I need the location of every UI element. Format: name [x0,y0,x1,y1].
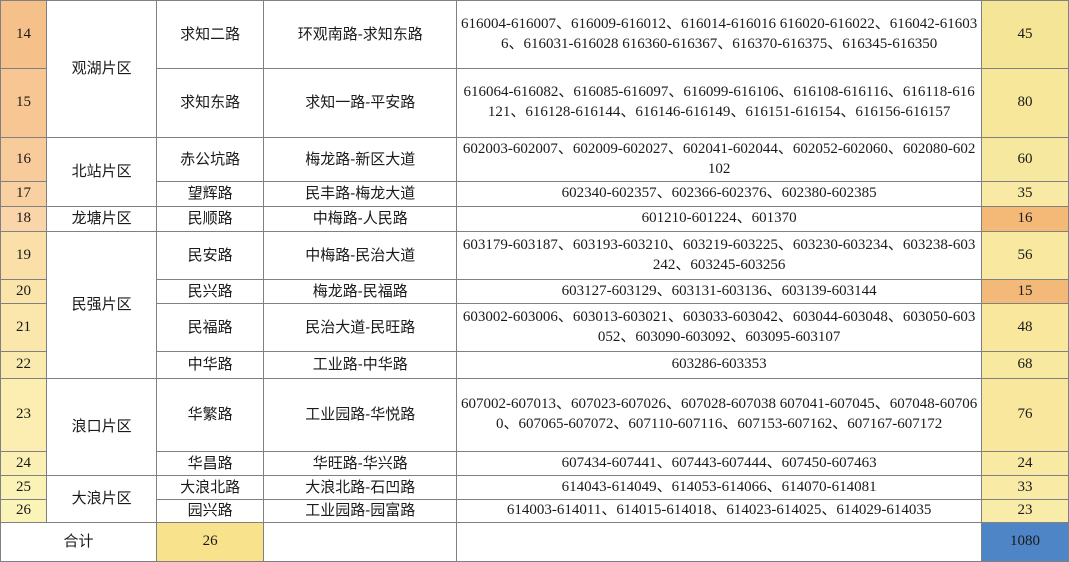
count-cell: 24 [980,451,1069,476]
number-ranges-cell: 616004-616007、616009-616012、616014-61601… [456,0,982,69]
road-name-cell: 望辉路 [156,181,265,207]
row-index-cell: 16 [0,137,48,182]
road-name-cell: 园兴路 [156,499,265,523]
road-segment-cell: 中梅路-民治大道 [263,231,458,280]
count-cell: 80 [980,68,1069,138]
row-index-cell: 20 [0,279,48,304]
count-cell: 60 [980,137,1069,182]
table-row: 17 望辉路 民丰路-梅龙大道 602340-602357、602366-602376… [0,181,1069,207]
total-numbers-cell [456,522,982,562]
road-segment-cell: 梅龙路-新区大道 [263,137,458,182]
count-cell: 23 [980,499,1069,523]
number-ranges-cell: 601210-601224、601370 [456,206,982,232]
road-segment-cell: 民治大道-民旺路 [263,303,458,352]
row-index-cell: 25 [0,475,48,500]
table-row: 14 观湖片区 求知二路 环观南路-求知东路 616004-616007、616009-… [0,0,1069,138]
row-index-cell: 15 [0,68,48,138]
table-row: 26 园兴路 工业园路-园富路 614003-614011、614015-614018… [0,499,1069,523]
total-segment-cell [263,522,458,562]
table-row: 19 民强片区 民安路 中梅路-民治大道 603179-603187、603193-60… [0,231,1069,379]
road-segment-cell: 工业路-中华路 [263,351,458,379]
road-segment-cell: 求知一路-平安路 [263,68,458,138]
table-row: 15 求知东路 求知一路-平安路 616064-616082、616085-61609… [0,68,1069,138]
count-cell: 15 [980,279,1069,304]
road-name-cell: 华昌路 [156,451,265,476]
number-ranges-cell: 607434-607441、607443-607444、607450-60746… [456,451,982,476]
row-index-cell: 18 [0,206,48,232]
row-index-cell: 23 [0,378,48,452]
road-segment-cell: 环观南路-求知东路 [263,0,458,69]
table-row: 22 中华路 工业路-中华路 603286-603353 68 [0,351,1069,379]
table-row: 16 北站片区 赤公坑路 梅龙路-新区大道 602003-602007、602009-6… [0,137,1069,207]
table-row: 25 大浪片区 大浪北路 大浪北路-石凹路 614043-614049、614053-6… [0,475,1069,523]
count-cell: 45 [980,0,1069,69]
road-segment-cell: 大浪北路-石凹路 [263,475,458,500]
district-cell: 民强片区 [46,231,158,379]
table-row: 21 民福路 民治大道-民旺路 603002-603006、603013-603021… [0,303,1069,352]
row-index-cell: 24 [0,451,48,476]
row-index-cell: 19 [0,231,48,280]
road-name-cell: 大浪北路 [156,475,265,500]
number-ranges-cell: 602340-602357、602366-602376、602380-60238… [456,181,982,207]
road-name-cell: 华繁路 [156,378,265,452]
number-ranges-cell: 616064-616082、616085-616097、616099-61610… [456,68,982,138]
count-cell: 56 [980,231,1069,280]
number-ranges-cell: 603127-603129、603131-603136、603139-60314… [456,279,982,304]
number-ranges-cell: 603179-603187、603193-603210、603219-60322… [456,231,982,280]
table-row: 24 华昌路 华旺路-华兴路 607434-607441、607443-607444、… [0,451,1069,476]
road-name-cell: 求知东路 [156,68,265,138]
road-name-cell: 民兴路 [156,279,265,304]
road-segment-cell: 中梅路-人民路 [263,206,458,232]
district-cell: 观湖片区 [46,0,158,138]
count-cell: 35 [980,181,1069,207]
number-ranges-cell: 603286-603353 [456,351,982,379]
table-row: 18 龙塘片区 民顺路 中梅路-人民路 601210-601224、601370 16 [0,206,1069,232]
road-name-cell: 民顺路 [156,206,265,232]
number-ranges-cell: 614043-614049、614053-614066、614070-61408… [456,475,982,500]
road-name-cell: 求知二路 [156,0,265,69]
table-row: 23 浪口片区 华繁路 工业园路-华悦路 607002-607013、607023-60… [0,378,1069,476]
row-index-cell: 21 [0,303,48,352]
road-segment-cell: 华旺路-华兴路 [263,451,458,476]
number-ranges-cell: 607002-607013、607023-607026、607028-60703… [456,378,982,452]
district-cell: 北站片区 [46,137,158,207]
count-cell: 68 [980,351,1069,379]
row-index-cell: 17 [0,181,48,207]
road-segment-cell: 民丰路-梅龙大道 [263,181,458,207]
number-ranges-cell: 602003-602007、602009-602027、602041-60204… [456,137,982,182]
road-segment-cell: 工业园路-园富路 [263,499,458,523]
table-total-row: 合计 26 1080 [0,522,1069,562]
road-name-cell: 民福路 [156,303,265,352]
count-cell: 33 [980,475,1069,500]
road-segment-cell: 工业园路-华悦路 [263,378,458,452]
road-name-cell: 赤公坑路 [156,137,265,182]
row-index-cell: 22 [0,351,48,379]
number-ranges-cell: 603002-603006、603013-603021、603033-60304… [456,303,982,352]
count-cell: 48 [980,303,1069,352]
road-name-cell: 中华路 [156,351,265,379]
total-road-count-cell: 26 [156,522,265,562]
table-row: 20 民兴路 梅龙路-民福路 603127-603129、603131-603136、… [0,279,1069,304]
district-cell: 龙塘片区 [46,206,158,232]
number-ranges-cell: 614003-614011、614015-614018、614023-61402… [456,499,982,523]
total-sum-cell: 1080 [980,522,1069,562]
total-label-cell: 合计 [0,522,158,562]
road-name-cell: 民安路 [156,231,265,280]
count-cell: 16 [980,206,1069,232]
district-cell: 浪口片区 [46,378,158,476]
row-index-cell: 26 [0,499,48,523]
district-cell: 大浪片区 [46,475,158,523]
count-cell: 76 [980,378,1069,452]
road-segment-cell: 梅龙路-民福路 [263,279,458,304]
row-index-cell: 14 [0,0,48,69]
